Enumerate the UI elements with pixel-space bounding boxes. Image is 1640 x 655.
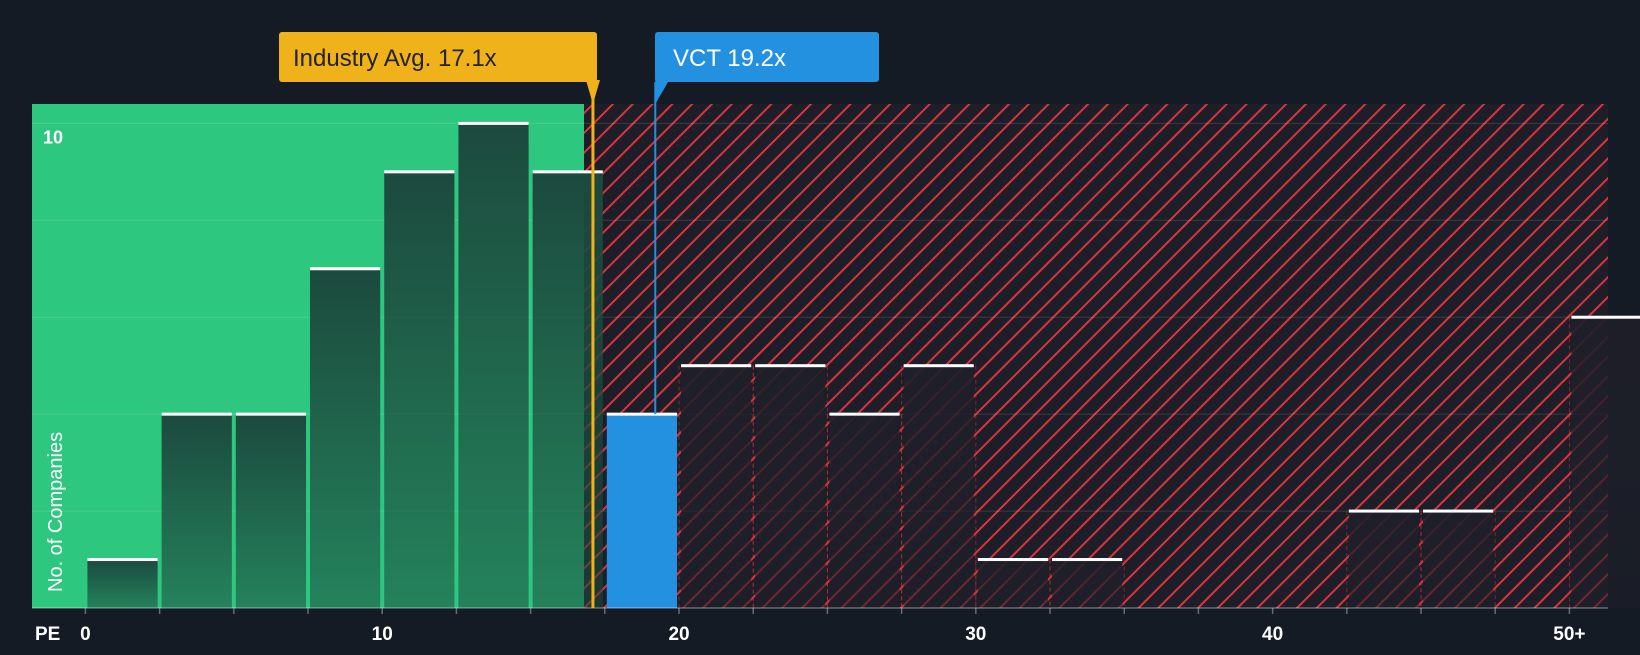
industry-avg-label: Industry Avg. 17.1x: [293, 45, 497, 72]
bar-top-cap: [1348, 509, 1420, 513]
histogram-bar: [1052, 559, 1123, 608]
histogram-bar: [532, 171, 603, 608]
x-tick-label: 10: [372, 624, 393, 645]
bar-top-cap: [903, 364, 974, 368]
bar-top-cap: [829, 412, 900, 416]
company-label-box: [655, 32, 879, 82]
company-bar: [606, 414, 678, 608]
bar-top-cap: [458, 121, 529, 125]
histogram-bar: [755, 365, 826, 608]
bar-top-cap: [161, 412, 232, 416]
bar-top-cap: [606, 412, 678, 416]
x-tick-label: 0: [80, 624, 91, 645]
histogram-bar: [1423, 511, 1494, 608]
company-pointer: [655, 80, 670, 104]
bar-top-cap: [87, 558, 158, 562]
x-tick-label: 20: [668, 624, 689, 645]
industry-avg-label-box: [279, 32, 597, 82]
histogram-bar: [235, 414, 307, 608]
bar-top-cap: [1571, 315, 1640, 319]
histogram-bar: [903, 365, 974, 608]
bar-top-cap: [681, 364, 752, 368]
industry-avg-pointer: [585, 80, 600, 104]
histogram-bar: [977, 559, 1049, 608]
bar-top-cap: [755, 364, 826, 368]
x-tick-label: 40: [1262, 624, 1283, 645]
bar-top-cap: [1423, 509, 1494, 513]
bar-top-cap: [310, 267, 381, 271]
histogram-bar: [458, 123, 529, 608]
histogram-bar: [161, 414, 232, 608]
company-label: VCT 19.2x: [673, 45, 786, 72]
y-axis-label: No. of Companies: [45, 432, 67, 592]
x-tick-label: 50+: [1553, 624, 1585, 645]
histogram-bar: [87, 559, 158, 608]
bar-top-cap: [532, 170, 603, 174]
y-tick-label: 10: [43, 127, 63, 147]
x-tick-label: 30: [965, 624, 986, 645]
histogram-bar: [681, 365, 752, 608]
histogram-bar: [310, 268, 381, 608]
histogram-bar: [1571, 317, 1640, 608]
x-axis-label: PE: [35, 624, 60, 645]
histogram-bar: [829, 414, 900, 608]
histogram-bar: [384, 171, 455, 608]
bar-top-cap: [384, 170, 455, 174]
bar-top-cap: [235, 412, 307, 416]
bar-top-cap: [1052, 558, 1123, 562]
histogram-bar: [1348, 511, 1420, 608]
bar-top-cap: [977, 558, 1049, 562]
